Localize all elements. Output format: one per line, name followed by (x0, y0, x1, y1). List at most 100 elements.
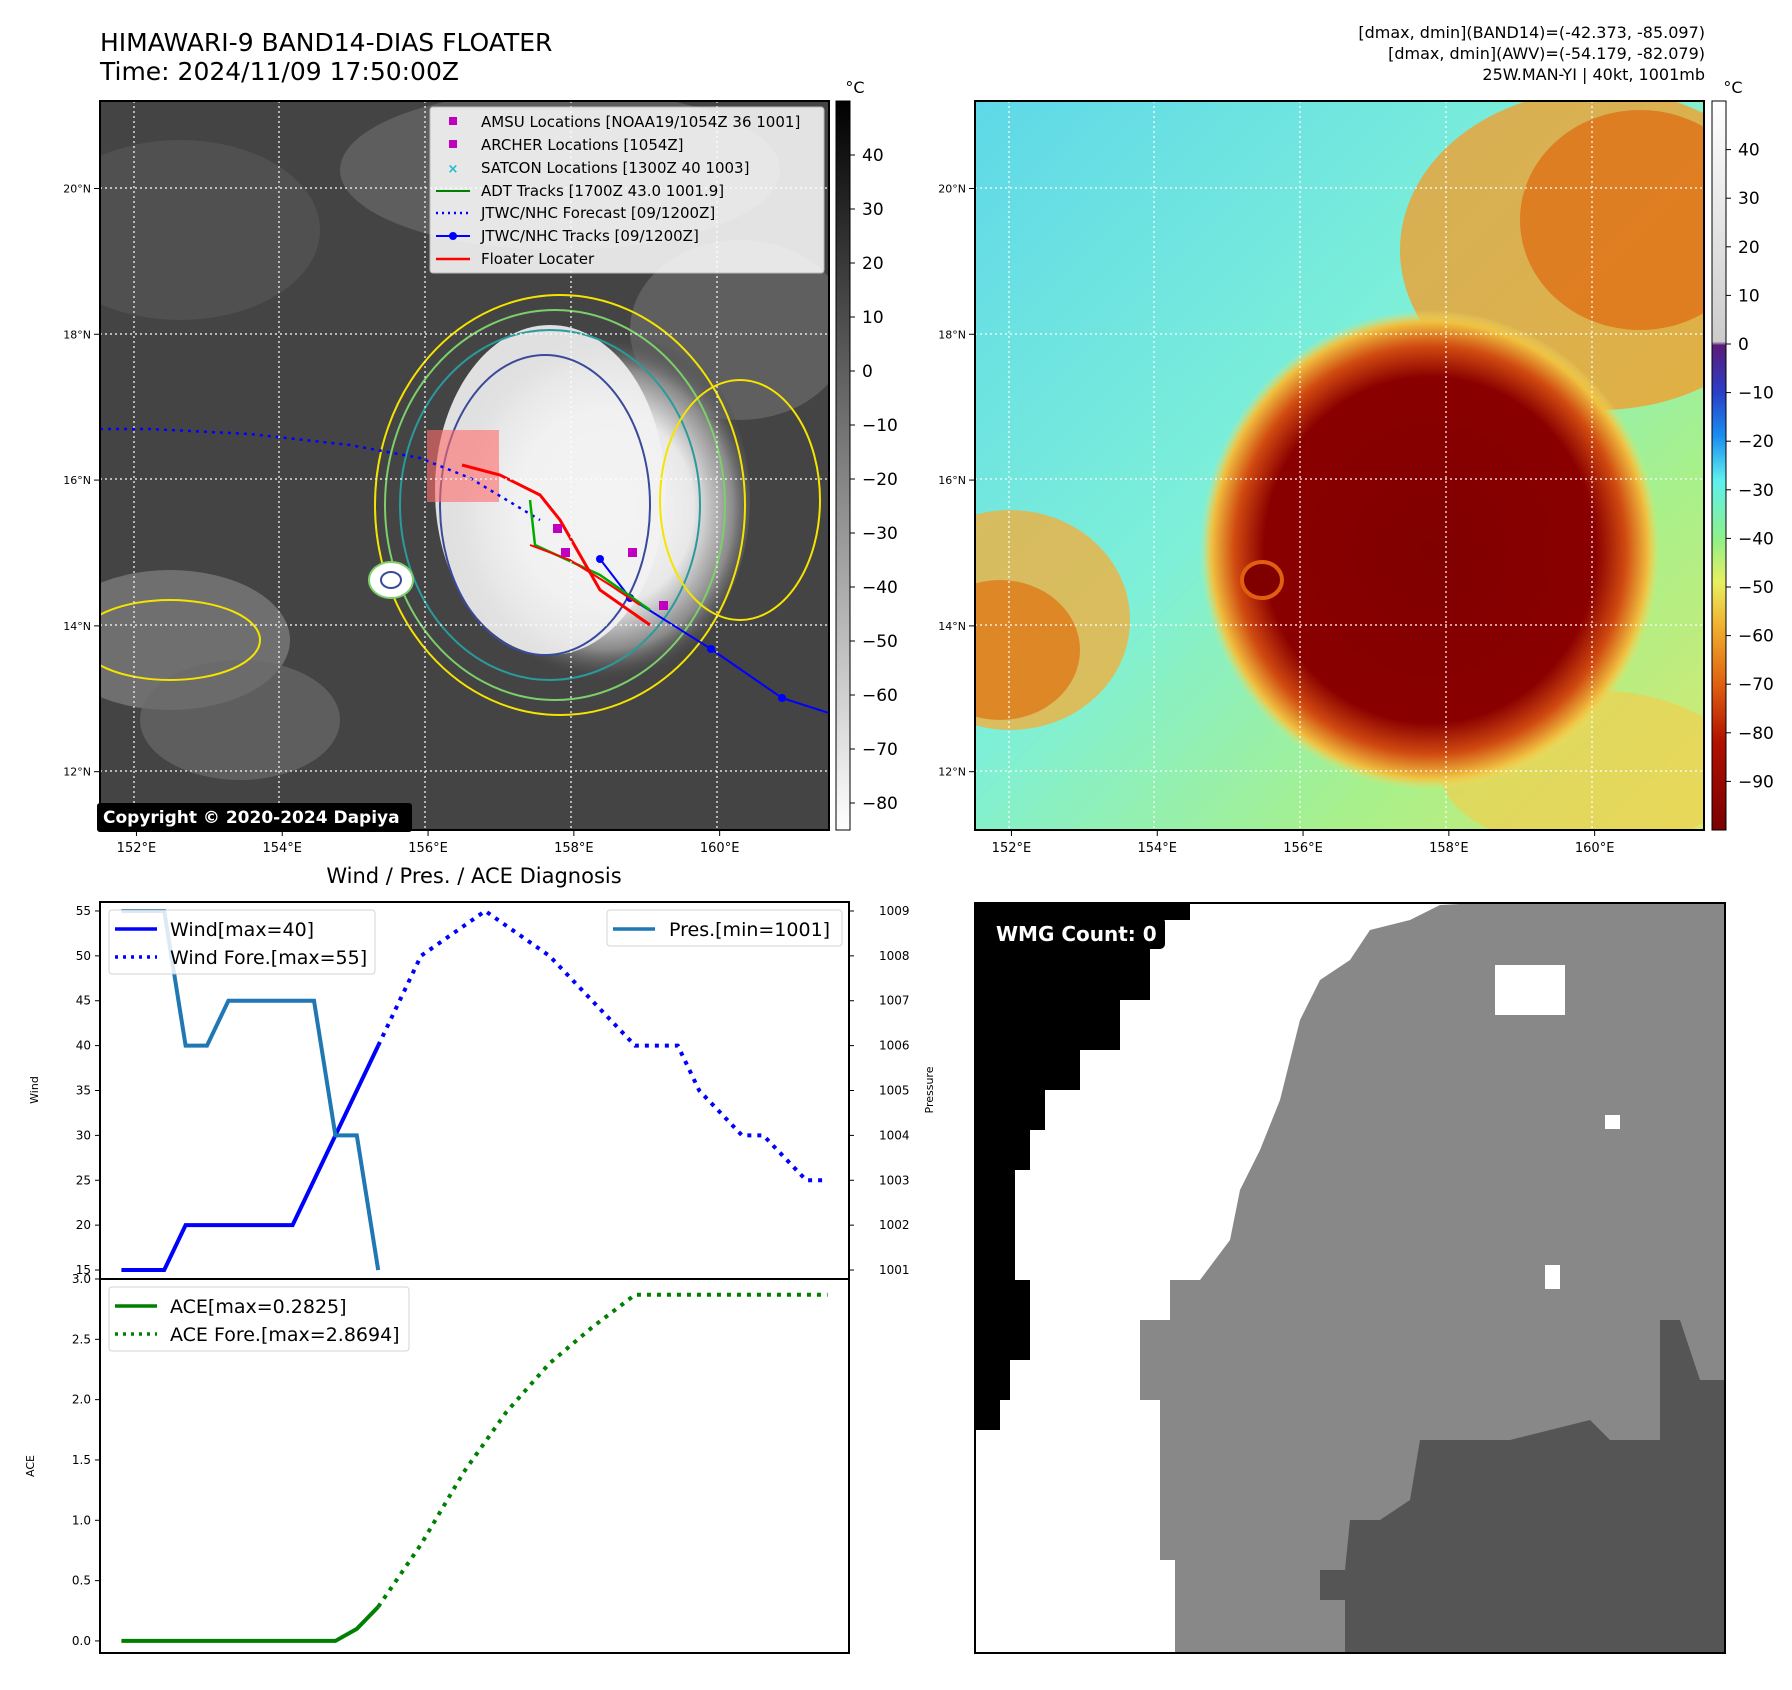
wind-axis-label: Wind (28, 1076, 41, 1104)
diag-title: Wind / Pres. / ACE Diagnosis (326, 864, 621, 888)
gray-colorbar-tick-label: −70 (862, 740, 898, 760)
ace-panel: ACE 0.0 0.5 1.0 1.5 2.0 2.5 3.0 ACE[max=0.2825… (24, 1272, 850, 1654)
map2-lon-label: 152°E (992, 841, 1032, 856)
map2-lat-label: 18°N (938, 328, 966, 341)
ace-ytick-label: 0.5 (72, 1574, 91, 1588)
ace-ytick-label: 3.0 (72, 1272, 91, 1286)
pressure-ytick-label: 1002 (879, 1218, 910, 1232)
wind-ytick-label: 25 (76, 1173, 91, 1187)
wind-ytick-label: 45 (76, 994, 91, 1008)
map1-lat-label: 14°N (63, 620, 91, 633)
wmg-panel: WMG Count: 0 (974, 902, 1726, 1654)
map2-lat-label: 16°N (938, 474, 966, 487)
wind-ytick-label: 40 (76, 1039, 91, 1053)
pressure-ytick-label: 1003 (879, 1173, 910, 1187)
gray-colorbar-tick-label: −60 (862, 686, 898, 706)
stats-line-band14: [dmax, dmin](BAND14)=(-42.373, -85.097) (1358, 23, 1705, 42)
color-colorbar-tick-label: −90 (1738, 772, 1774, 792)
map2-lat-label: 14°N (938, 620, 966, 633)
map2-lat-label: 20°N (938, 182, 966, 195)
legend-satcon: SATCON Locations [1300Z 40 1003] (481, 159, 749, 177)
wind-ytick-label: 55 (76, 904, 91, 918)
color-colorbar-tick-label: 10 (1738, 286, 1760, 306)
map2-lon-label: 156°E (1283, 841, 1323, 856)
gray-colorbar-tick-label: −80 (862, 794, 898, 814)
gray-colorbar-tick-label: −20 (862, 470, 898, 490)
color-colorbar-tick-label: 20 (1738, 238, 1760, 258)
legend-satcon-marker: × (448, 162, 459, 177)
color-colorbar-unit: °C (1723, 78, 1742, 97)
gray-colorbar-tick-label: −30 (862, 524, 898, 544)
gray-colorbar-tick-label: −10 (862, 416, 898, 436)
pressure-ytick-label: 1007 (879, 994, 910, 1008)
gray-colorbar-tick-label: 40 (862, 146, 884, 166)
color-colorbar-tick-label: −80 (1738, 724, 1774, 744)
color-colorbar-tick-label: −30 (1738, 481, 1774, 501)
ace-series-0 (121, 1605, 380, 1643)
map-legend: AMSU Locations [NOAA19/1054Z 36 1001] AR… (429, 106, 825, 274)
legend-jtwc-forecast: JTWC/NHC Forecast [09/1200Z] (480, 204, 715, 222)
wmg-count-label: WMG Count: 0 (996, 922, 1157, 946)
color-colorbar-tick-label: −20 (1738, 432, 1774, 452)
map1-lon-label: 156°E (408, 841, 448, 856)
color-colorbar-tick-label: −70 (1738, 675, 1774, 695)
wind-ytick-label: 35 (76, 1084, 91, 1098)
map2-lon-label: 154°E (1137, 841, 1177, 856)
wind-ytick-label: 15 (76, 1263, 91, 1277)
wind-ytick-label: 20 (76, 1218, 91, 1232)
ace-ytick-label: 1.5 (72, 1453, 91, 1467)
map1-lat-label: 20°N (63, 182, 91, 195)
pressure-ytick-label: 1004 (879, 1128, 910, 1142)
legend-wind-forecast: Wind Fore.[max=55] (170, 947, 367, 969)
gray-colorbar-tick-label: 0 (862, 362, 873, 382)
gray-colorbar-unit: °C (845, 78, 864, 97)
ace-ytick-label: 2.0 (72, 1393, 91, 1407)
ace-ytick-label: 2.5 (72, 1332, 91, 1346)
map2-lat-label: 12°N (938, 766, 966, 779)
legend-jtwc-tracks: JTWC/NHC Tracks [09/1200Z] (480, 227, 699, 245)
map1-lon-label: 152°E (117, 841, 157, 856)
legend-adt: ADT Tracks [1700Z 43.0 1001.9] (481, 182, 724, 200)
color-colorbar-tick-label: −60 (1738, 627, 1774, 647)
map1-lat-label: 16°N (63, 474, 91, 487)
color-colorbar-tick-label: −10 (1738, 384, 1774, 404)
wind-pressure-panel: Wind Pressure 15 20 25 30 35 40 45 50 55 1001 100… (28, 901, 936, 1280)
pressure-ytick-label: 1001 (879, 1263, 910, 1277)
wind-series-1 (376, 908, 828, 1183)
storm-info: 25W.MAN-YI | 40kt, 1001mb (1482, 65, 1705, 84)
legend-archer: ARCHER Locations [1054Z] (481, 136, 684, 154)
legend-ace: ACE[max=0.2825] (170, 1296, 347, 1318)
copyright-text: Copyright © 2020-2024 Dapiya (103, 808, 400, 828)
wind-ytick-label: 50 (76, 949, 91, 963)
map1-lon-label: 154°E (262, 841, 302, 856)
gray-colorbar-tick-label: 20 (862, 254, 884, 274)
ace-ytick-label: 0.0 (72, 1634, 91, 1648)
copyright-badge: Copyright © 2020-2024 Dapiya (97, 803, 412, 832)
color-colorbar: °C 40 30 20 10 0 −10 −20 −30 −40 −50 −60 −70 −80 −90 (1711, 78, 1774, 831)
map1-lon-label: 160°E (700, 841, 740, 856)
color-colorbar-tick-label: 0 (1738, 335, 1749, 355)
color-colorbar-tick-label: 30 (1738, 189, 1760, 209)
pressure-ytick-label: 1008 (879, 949, 910, 963)
awv-color-map (974, 100, 1705, 831)
figure-title: HIMAWARI-9 BAND14-DIAS FLOATER (100, 28, 552, 57)
legend-wind: Wind[max=40] (170, 919, 314, 941)
pressure-ytick-label: 1006 (879, 1039, 910, 1053)
map2-lon-label: 160°E (1575, 841, 1615, 856)
pressure-ytick-label: 1005 (879, 1084, 910, 1098)
color-colorbar-tick-label: −40 (1738, 529, 1774, 549)
color-colorbar-tick-label: 40 (1738, 141, 1760, 161)
map1-lat-label: 18°N (63, 328, 91, 341)
gray-colorbar-tick-label: 10 (862, 308, 884, 328)
pressure-axis-label: Pressure (923, 1066, 936, 1113)
wind-ytick-label: 30 (76, 1128, 91, 1142)
figure-time: Time: 2024/11/09 17:50:00Z (99, 57, 459, 86)
gray-colorbar-tick-label: −50 (862, 632, 898, 652)
gray-colorbar-tick-label: 30 (862, 200, 884, 220)
map2-lon-label: 158°E (1429, 841, 1469, 856)
ace-axis-label: ACE (24, 1455, 37, 1477)
gray-colorbar-tick-label: −40 (862, 578, 898, 598)
color-colorbar-tick-label: −50 (1738, 578, 1774, 598)
wind-series-0 (121, 1044, 381, 1273)
stats-line-awv: [dmax, dmin](AWV)=(-54.179, -82.079) (1388, 44, 1705, 63)
